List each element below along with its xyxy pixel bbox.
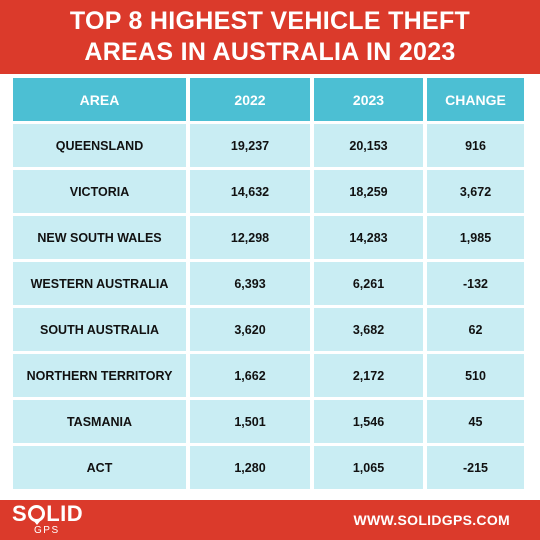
header-cell-area: AREA: [13, 78, 186, 121]
website-url: WWW.SOLIDGPS.COM: [353, 512, 510, 528]
logo-text-right: LID: [46, 501, 84, 526]
table-cell-y2022: 1,662: [190, 354, 310, 397]
brand-logo: S LID GPS: [12, 503, 83, 537]
header-cell-change: CHANGE: [427, 78, 524, 121]
chart-title: TOP 8 HIGHEST VEHICLE THEFT AREAS IN AUS…: [0, 6, 540, 68]
table-cell-change: 62: [427, 308, 524, 351]
table-cell-area: TASMANIA: [13, 400, 186, 443]
location-pin-icon: [28, 505, 46, 525]
table-cell-y2022: 12,298: [190, 216, 310, 259]
table-cell-y2023: 1,546: [314, 400, 423, 443]
table-cell-change: 1,985: [427, 216, 524, 259]
table-cell-y2022: 14,632: [190, 170, 310, 213]
table-cell-area: QUEENSLAND: [13, 124, 186, 167]
table-cell-change: 916: [427, 124, 524, 167]
table-cell-area: NEW SOUTH WALES: [13, 216, 186, 259]
header-cell-y2022: 2022: [190, 78, 310, 121]
table-cell-area: SOUTH AUSTRALIA: [13, 308, 186, 351]
table-cell-area: NORTHERN TERRITORY: [13, 354, 186, 397]
table-cell-y2023: 3,682: [314, 308, 423, 351]
table-cell-y2023: 1,065: [314, 446, 423, 489]
table-cell-change: 510: [427, 354, 524, 397]
table-cell-change: -215: [427, 446, 524, 489]
table-cell-y2022: 1,501: [190, 400, 310, 443]
table-cell-y2023: 20,153: [314, 124, 423, 167]
table-cell-y2022: 1,280: [190, 446, 310, 489]
table-cell-area: ACT: [13, 446, 186, 489]
header-cell-y2023: 2023: [314, 78, 423, 121]
data-table: AREA 2022 2023 CHANGE QUEENSLAND 19,237 20,153…: [13, 78, 524, 489]
table-cell-y2023: 2,172: [314, 354, 423, 397]
table-panel: AREA 2022 2023 CHANGE QUEENSLAND 19,237 20,153…: [0, 74, 540, 500]
table-cell-change: -132: [427, 262, 524, 305]
table-cell-area: VICTORIA: [13, 170, 186, 213]
table-cell-y2022: 3,620: [190, 308, 310, 351]
table-cell-y2023: 14,283: [314, 216, 423, 259]
table-cell-area: WESTERN AUSTRALIA: [13, 262, 186, 305]
table-cell-y2022: 19,237: [190, 124, 310, 167]
logo-text-left: S: [12, 501, 28, 526]
title-line-2: AREAS IN AUSTRALIA IN 2023: [84, 38, 456, 66]
footer: S LID GPS WWW.SOLIDGPS.COM: [0, 500, 540, 540]
logo-subtext: GPS: [34, 525, 60, 536]
table-cell-change: 45: [427, 400, 524, 443]
table-cell-y2023: 18,259: [314, 170, 423, 213]
table-cell-change: 3,672: [427, 170, 524, 213]
title-line-1: TOP 8 HIGHEST VEHICLE THEFT: [69, 7, 471, 35]
table-cell-y2022: 6,393: [190, 262, 310, 305]
table-cell-y2023: 6,261: [314, 262, 423, 305]
